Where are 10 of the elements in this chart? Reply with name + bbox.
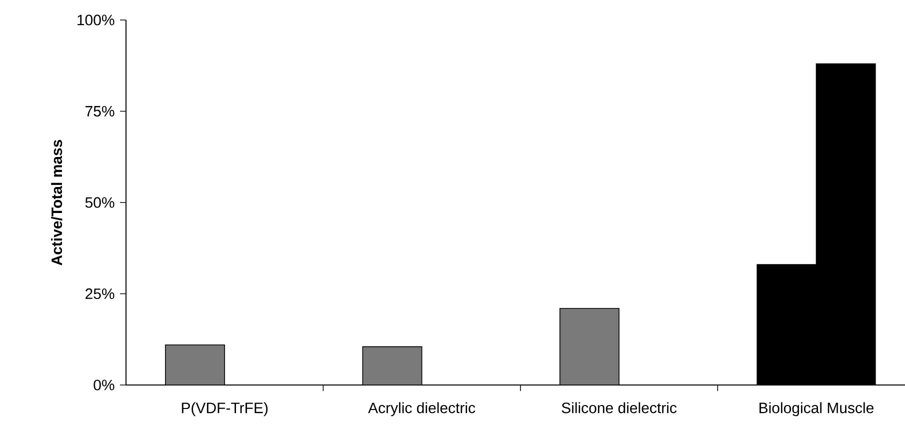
x-tick-label: Biological Muscle <box>760 402 874 416</box>
y-tick-label: 25% <box>86 288 114 300</box>
x-tick-label: P(VDF-TrFE) <box>182 402 268 416</box>
x-tick-label: Silicone dielectric <box>562 402 677 414</box>
y-tick-label: 0% <box>94 380 114 390</box>
y-tick-label: 50% <box>85 197 114 208</box>
y-tick-label: 100% <box>78 14 114 26</box>
y-axis-title: Active/Total mass <box>51 140 62 266</box>
y-tick-label: 75% <box>86 106 114 117</box>
x-tick-label: Acrylic dielectric <box>368 402 476 416</box>
